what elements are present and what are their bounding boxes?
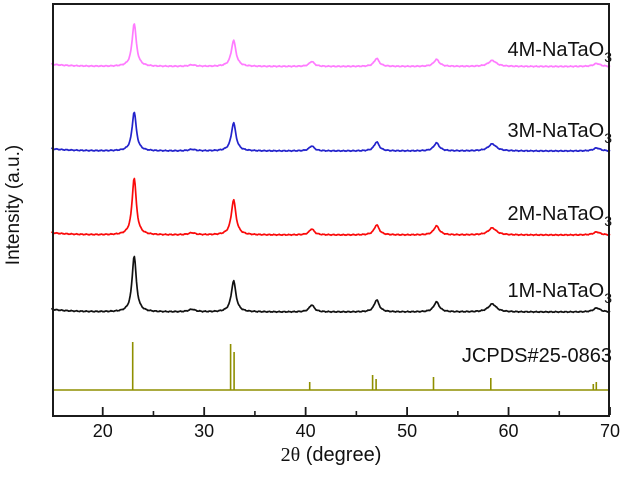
- x-axis-ticks: [101, 407, 611, 415]
- series-label-jcpds: JCPDS#25-0863: [462, 346, 612, 366]
- series-label-3m-natao3: 3M-NaTaO3: [508, 121, 613, 148]
- series-label-3m-subscript: 3: [604, 130, 612, 146]
- x-axis-title: 2θ (degree): [52, 444, 610, 467]
- y-axis-title: Intensity (a.u.): [3, 144, 24, 266]
- x-tick-label-60: 60: [499, 421, 519, 441]
- x-axis-title-theta: 2θ: [280, 444, 301, 466]
- series-label-2m-natao3: 2M-NaTaO3: [508, 204, 613, 231]
- xrd-trace-3m-natao3: [51, 111, 611, 153]
- series-label-2m-subscript: 3: [604, 213, 612, 229]
- series-label-4m-text: 4M-NaTaO: [507, 39, 605, 61]
- x-tick-label-30: 30: [194, 421, 214, 441]
- series-label-4m-subscript: 3: [604, 49, 612, 65]
- x-axis-tick-labels: 20 30 40 50 60 70: [93, 421, 620, 441]
- series-label-1m-subscript: 3: [604, 290, 612, 306]
- x-tick-label-70: 70: [600, 421, 620, 441]
- xrd-trace-2m-natao3: [51, 177, 611, 237]
- xrd-trace-4m-natao3: [51, 23, 611, 68]
- series-label-3m-text: 3M-NaTaO: [507, 120, 605, 142]
- series-label-1m-natao3: 1M-NaTaO3: [508, 281, 613, 308]
- xrd-trace-1m-natao3: [51, 255, 611, 314]
- plot-border: [52, 3, 610, 417]
- reference-pattern-jcpds-25-0863: [52, 342, 610, 391]
- x-tick-label-50: 50: [397, 421, 417, 441]
- x-tick-label-20: 20: [93, 421, 113, 441]
- series-label-1m-text: 1M-NaTaO: [507, 280, 605, 302]
- series-label-4m-natao3: 4M-NaTaO3: [508, 40, 613, 67]
- traces-group: [51, 23, 611, 391]
- x-tick-label-40: 40: [296, 421, 316, 441]
- x-axis-title-unit: (degree): [300, 444, 382, 466]
- series-label-jcpds-text: JCPDS#25-0863: [461, 345, 612, 367]
- series-label-2m-text: 2M-NaTaO: [507, 203, 605, 225]
